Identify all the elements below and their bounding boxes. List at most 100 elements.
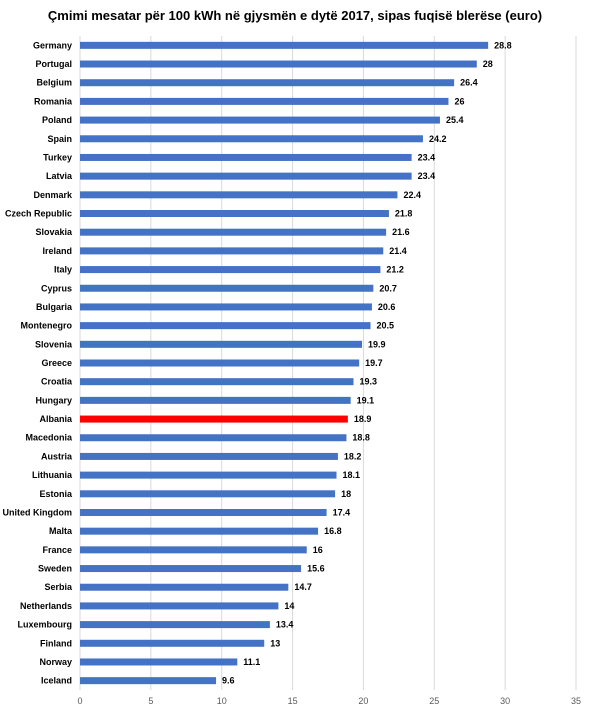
category-label: Czech Republic: [5, 209, 72, 219]
value-label: 16: [313, 545, 323, 555]
bar: [80, 60, 477, 68]
category-label: Sweden: [38, 564, 72, 574]
category-label: Luxembourg: [17, 620, 72, 630]
value-label: 25.4: [446, 115, 464, 125]
bar: [80, 490, 336, 498]
bar: [80, 228, 387, 236]
value-label: 13: [270, 638, 280, 648]
category-label: Netherlands: [20, 601, 72, 611]
x-tick-label: 10: [217, 696, 227, 706]
bar: [80, 452, 338, 460]
bar: [80, 471, 337, 479]
category-label: Portugal: [35, 59, 72, 69]
x-tick-label: 20: [358, 696, 368, 706]
value-label: 24.2: [429, 134, 447, 144]
value-label: 19.7: [365, 358, 383, 368]
bar: [80, 191, 398, 199]
category-label: Slovakia: [35, 227, 73, 237]
bar: [80, 677, 217, 685]
value-label: 18: [341, 489, 351, 499]
value-label: 19.9: [368, 339, 386, 349]
bar: [80, 602, 279, 610]
value-label: 21.4: [389, 246, 407, 256]
bar: [80, 135, 423, 143]
category-label: Bulgaria: [36, 302, 73, 312]
value-label: 28: [483, 59, 493, 69]
bar: [80, 41, 489, 49]
value-label: 18.1: [343, 470, 361, 480]
bar: [80, 415, 348, 423]
x-tick-label: 25: [429, 696, 439, 706]
category-label: Austria: [41, 451, 73, 461]
bar: [80, 284, 374, 292]
bar: [80, 378, 354, 386]
value-label: 17.4: [333, 507, 351, 517]
value-label: 9.6: [222, 676, 235, 686]
category-label: Denmark: [33, 190, 73, 200]
category-label: Latvia: [46, 171, 73, 181]
value-label: 15.6: [307, 564, 325, 574]
bar: [80, 658, 238, 666]
category-label: Greece: [41, 358, 72, 368]
bar: [80, 527, 319, 535]
bar: [80, 434, 347, 442]
category-label: France: [42, 545, 72, 555]
value-label: 26.4: [460, 78, 478, 88]
value-label: 14.7: [294, 582, 312, 592]
bar: [80, 621, 270, 629]
category-label: Estonia: [39, 489, 73, 499]
category-label: Malta: [49, 526, 73, 536]
category-label: Italy: [54, 265, 72, 275]
bar: [80, 639, 265, 647]
value-label: 18.2: [344, 451, 362, 461]
value-label: 18.9: [354, 414, 372, 424]
category-label: Poland: [42, 115, 72, 125]
chart-title: Çmimi mesatar për 100 kWh në gjysmën e d…: [47, 8, 543, 23]
category-label: Romania: [34, 96, 73, 106]
category-label: Germany: [33, 40, 72, 50]
category-label: Norway: [39, 657, 72, 667]
x-tick-label: 15: [288, 696, 298, 706]
category-label: Turkey: [43, 152, 72, 162]
category-label: Montenegro: [21, 321, 73, 331]
category-label: Lithuania: [32, 470, 73, 480]
value-label: 14: [284, 601, 294, 611]
bar: [80, 210, 389, 218]
category-label: Iceland: [41, 676, 72, 686]
value-label: 19.3: [360, 377, 378, 387]
value-label: 20.7: [379, 283, 397, 293]
bar: [80, 153, 412, 161]
value-label: 20.6: [378, 302, 396, 312]
x-tick-label: 5: [148, 696, 153, 706]
bar: [80, 583, 289, 591]
value-label: 22.4: [403, 190, 421, 200]
x-tick-label: 0: [77, 696, 82, 706]
bar: [80, 508, 327, 516]
value-label: 18.8: [352, 433, 370, 443]
value-label: 28.8: [494, 40, 512, 50]
value-label: 23.4: [418, 171, 436, 181]
category-label: Albania: [39, 414, 73, 424]
bar: [80, 340, 363, 348]
bar: [80, 322, 371, 330]
category-label: Belgium: [36, 78, 72, 88]
category-label: Slovenia: [35, 339, 73, 349]
bar: [80, 116, 440, 124]
x-tick-label: 35: [571, 696, 581, 706]
bar: [80, 546, 307, 554]
bar: [80, 359, 360, 367]
bar: [80, 565, 302, 573]
category-label: Spain: [47, 134, 72, 144]
category-label: Serbia: [44, 582, 73, 592]
bar: [80, 97, 449, 105]
value-label: 20.5: [377, 321, 395, 331]
category-label: Hungary: [35, 395, 72, 405]
bar: [80, 303, 372, 311]
category-label: Ireland: [42, 246, 72, 256]
category-label: Croatia: [41, 377, 73, 387]
value-label: 26: [454, 96, 464, 106]
bar: [80, 172, 412, 180]
value-label: 16.8: [324, 526, 342, 536]
